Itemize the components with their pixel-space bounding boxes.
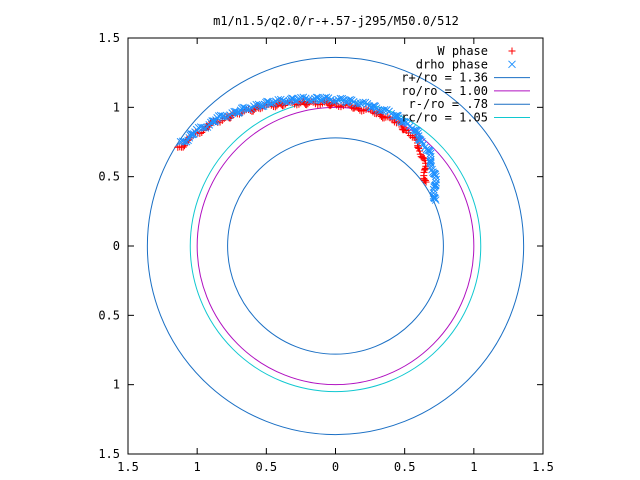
y-tick-label: 0.5 (98, 170, 120, 184)
legend-marker (508, 60, 516, 69)
circle-r+ro (146, 56, 525, 436)
drho-phase-point (235, 108, 244, 117)
phase-points (174, 93, 440, 204)
chart-title: m1/n1.5/q2.0/r-+.57-j295/M50.0/512 (213, 14, 459, 28)
drho-phase-point (431, 194, 439, 203)
circle-r-ro (227, 137, 444, 355)
y-tick-label: 1.5 (98, 31, 120, 45)
drho-phase-point (276, 95, 285, 104)
drho-phase-point (267, 99, 276, 108)
drho-phase-point (242, 105, 251, 113)
w-phase-point (380, 114, 388, 122)
y-tick-label: 1 (113, 378, 120, 392)
drho-phase-point (316, 96, 325, 105)
drho-phase-point (279, 96, 288, 105)
drho-phase-point (271, 97, 280, 106)
drho-phase-point (269, 99, 278, 107)
x-tick-label: 0 (332, 460, 339, 474)
drho-phase-point (187, 130, 195, 138)
circle-roro (196, 106, 475, 386)
drho-phase-point (254, 100, 263, 109)
drho-phase-point (240, 104, 249, 112)
axis-ticks: 1.5 1 0.5 0 0.5 1 1.51.510.500.511.5 (98, 31, 554, 474)
drho-phase-point (299, 93, 308, 102)
drho-phase-point (329, 97, 338, 105)
drho-phase-point (426, 159, 435, 168)
drho-phase-point (221, 113, 230, 121)
y-tick-label: 0.5 (98, 308, 120, 322)
x-tick-label: 0.5 (255, 460, 277, 474)
drho-phase-point (331, 97, 340, 105)
drho-phase-point (398, 118, 407, 126)
drho-phase-point (354, 100, 363, 108)
w-phase-point (421, 165, 429, 173)
legend-label: r-/ro = .78 (409, 97, 488, 111)
drho-phase-point (306, 96, 315, 105)
y-tick-label: 0 (113, 239, 120, 253)
y-tick-label: 1.5 (98, 447, 120, 461)
x-tick-label: 1.5 (532, 460, 554, 474)
drho-phase-point (376, 107, 384, 115)
drho-phase-point (184, 136, 192, 145)
drho-phase-point (245, 105, 253, 114)
drho-phase-point (432, 172, 440, 181)
drho-phase-point (428, 165, 436, 174)
legend-label: r+/ro = 1.36 (401, 71, 488, 85)
x-tick-label: 1 (194, 460, 201, 474)
drho-phase-point (426, 149, 435, 158)
w-phase-point (401, 125, 409, 133)
drho-phase-point (380, 105, 389, 114)
y-tick-label: 1 (113, 100, 120, 114)
drho-phase-point (431, 196, 440, 204)
drho-phase-point (413, 127, 422, 135)
drho-phase-point (326, 95, 335, 104)
drho-phase-point (429, 185, 438, 194)
w-phase-point (331, 99, 339, 107)
drho-phase-point (346, 95, 354, 104)
drho-phase-point (359, 98, 367, 107)
drho-phase-point (216, 111, 225, 120)
drho-phase-point (426, 155, 435, 164)
legend-label: W phase (437, 44, 488, 58)
drho-phase-point (400, 117, 409, 126)
drho-phase-point (322, 93, 331, 102)
circle-rcro (189, 99, 482, 393)
drho-phase-point (390, 112, 399, 121)
drho-phase-point (394, 112, 402, 120)
legend-marker (508, 47, 516, 55)
drho-phase-point (250, 102, 258, 111)
x-tick-label: 1 (470, 460, 477, 474)
x-tick-label: 1.5 (117, 460, 139, 474)
legend-label: drho phase (416, 57, 488, 71)
legend-label: ro/ro = 1.00 (401, 84, 488, 98)
drho-phase-point (356, 99, 365, 108)
w-phase-point (421, 177, 429, 185)
legend-label: rc/ro = 1.05 (401, 111, 488, 125)
w-phase-point (422, 178, 430, 186)
drho-phase-point (265, 99, 274, 107)
x-tick-label: 0.5 (394, 460, 416, 474)
